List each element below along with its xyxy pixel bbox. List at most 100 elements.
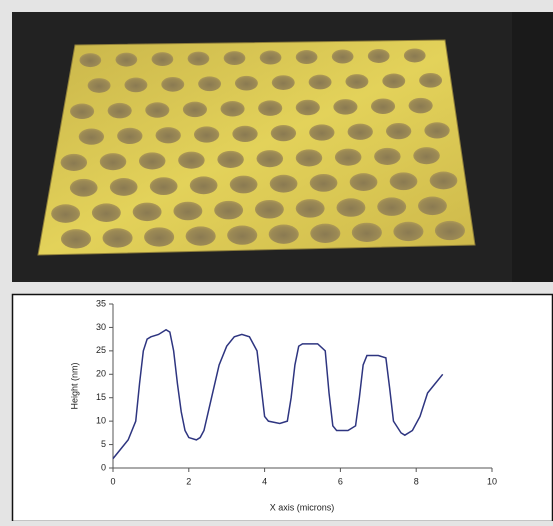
afm-pit <box>393 222 423 241</box>
afm-pit <box>345 74 368 89</box>
afm-pit <box>217 151 243 168</box>
afm-pit <box>214 201 243 220</box>
afm-pit <box>336 198 365 217</box>
afm-pit <box>374 148 400 165</box>
afm-pit <box>296 199 325 218</box>
afm-pit <box>418 196 447 215</box>
afm-pit <box>368 49 390 63</box>
screenshot: Height (nm) X axis (microns) 05101520253… <box>0 0 553 521</box>
afm-pit <box>435 221 465 240</box>
y-tick-label: 0 <box>101 462 106 472</box>
afm-pit <box>260 51 282 65</box>
afm-pit <box>173 202 202 221</box>
afm-pit <box>152 52 174 66</box>
afm-pit <box>183 102 207 117</box>
afm-pit <box>404 48 426 62</box>
afm-pit <box>333 99 357 114</box>
afm-pit <box>116 53 138 67</box>
x-tick-label: 0 <box>110 476 115 486</box>
afm-pit <box>430 172 458 190</box>
afm-pit <box>413 147 439 164</box>
afm-pit <box>117 128 142 144</box>
afm-pit <box>269 225 299 244</box>
afm-pit <box>110 178 138 196</box>
afm-image-side <box>512 12 553 282</box>
afm-pit <box>70 104 94 119</box>
y-tick-label: 25 <box>96 345 106 355</box>
x-tick-label: 4 <box>262 476 267 486</box>
afm-pit <box>227 225 257 244</box>
y-tick-label: 35 <box>96 298 106 308</box>
afm-pit <box>257 150 283 167</box>
afm-pit <box>271 125 296 141</box>
y-tick-label: 10 <box>96 416 106 426</box>
afm-pit <box>296 149 322 166</box>
afm-pit <box>221 101 245 116</box>
afm-pit <box>335 149 361 166</box>
afm-pit <box>156 127 181 143</box>
afm-pit <box>309 75 332 90</box>
afm-pit <box>350 173 378 191</box>
afm-pit <box>79 53 101 67</box>
afm-pit <box>61 229 91 248</box>
afm-pit <box>296 50 318 64</box>
afm-pit <box>79 128 104 144</box>
afm-pit <box>352 223 382 242</box>
afm-pit <box>230 176 258 194</box>
afm-pit <box>424 122 449 138</box>
afm-pit <box>224 51 246 65</box>
afm-pit <box>178 152 204 169</box>
afm-pit <box>150 177 178 195</box>
afm-pit <box>133 203 162 222</box>
afm-pit <box>194 126 219 142</box>
afm-pit <box>332 50 354 64</box>
afm-pit <box>272 75 295 90</box>
y-tick-label: 5 <box>101 439 106 449</box>
afm-pit <box>235 76 258 91</box>
afm-pit <box>100 153 126 170</box>
x-axis-label: X axis (microns) <box>270 502 335 512</box>
x-tick-label: 8 <box>414 476 419 486</box>
afm-pit <box>382 74 405 89</box>
x-tick-label: 10 <box>487 476 497 486</box>
afm-pit <box>88 78 111 93</box>
afm-pit <box>124 78 147 93</box>
afm-pit <box>310 224 340 243</box>
afm-pit <box>144 227 174 246</box>
afm-pit <box>92 203 121 222</box>
afm-pit <box>377 197 406 216</box>
afm-pit <box>139 152 165 169</box>
afm-pit <box>103 228 133 247</box>
afm-pit <box>390 172 418 190</box>
afm-pit <box>296 100 320 115</box>
afm-pit <box>108 103 132 118</box>
afm-pit <box>309 124 334 140</box>
afm-pit <box>186 226 216 245</box>
chart-panel <box>13 295 553 522</box>
afm-pit <box>190 176 218 194</box>
afm-pit <box>70 179 98 197</box>
afm-pit <box>232 126 257 142</box>
x-tick-label: 2 <box>186 476 191 486</box>
y-tick-label: 20 <box>96 369 106 379</box>
afm-pit <box>409 98 433 113</box>
afm-pit <box>255 200 284 219</box>
afm-pit <box>61 154 87 171</box>
afm-pit <box>310 174 338 192</box>
afm-pit <box>386 123 411 139</box>
afm-pit <box>51 204 80 223</box>
page: {"chart_data": {"type": "line", "x_label… <box>0 0 553 521</box>
afm-pit <box>371 98 395 113</box>
afm-pit <box>348 124 373 140</box>
afm-pit <box>145 102 169 117</box>
afm-pit <box>188 52 210 66</box>
afm-pit <box>198 76 221 91</box>
y-axis-label: Height (nm) <box>69 362 79 409</box>
afm-pit <box>270 175 298 193</box>
afm-pit <box>258 100 282 115</box>
afm-pit <box>161 77 184 92</box>
y-tick-label: 15 <box>96 392 106 402</box>
afm-pit <box>419 73 442 88</box>
x-tick-label: 6 <box>338 476 343 486</box>
y-tick-label: 30 <box>96 322 106 332</box>
